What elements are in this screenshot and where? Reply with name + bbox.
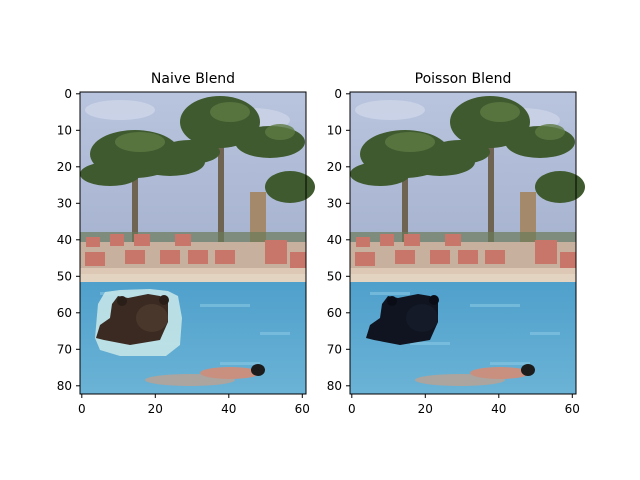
y-tick-label: 20: [327, 160, 342, 174]
x-tick-label: 0: [348, 402, 356, 416]
y-tick-label: 80: [327, 379, 342, 393]
x-tick-label: 20: [418, 402, 433, 416]
y-tick-label: 10: [327, 124, 342, 138]
y-tick-label: 20: [57, 160, 72, 174]
y-tick-label: 70: [327, 343, 342, 357]
x-tick-label: 60: [295, 402, 310, 416]
y-tick-label: 80: [57, 379, 72, 393]
y-axis-ticks: 0 10 20 30 40 50 60 70 80: [327, 87, 350, 393]
panel-naive-blend: Naive Blend 0 20 40 60: [57, 71, 315, 416]
x-tick-label: 0: [78, 402, 86, 416]
y-axis-ticks: 0 10 20 30 40 50 60 70 80: [57, 87, 80, 393]
x-tick-label: 20: [148, 402, 163, 416]
y-tick-label: 30: [327, 197, 342, 211]
x-tick-label: 40: [221, 402, 236, 416]
y-tick-label: 40: [327, 233, 342, 247]
poisson-blend-image: [350, 92, 585, 394]
y-tick-label: 30: [57, 197, 72, 211]
y-tick-label: 60: [57, 306, 72, 320]
y-tick-label: 50: [327, 270, 342, 284]
panel-poisson-blend: Poisson Blend 0 20 40 60: [327, 71, 585, 416]
x-axis-ticks: 0 20 40 60: [348, 394, 580, 416]
x-axis-ticks: 0 20 40 60: [78, 394, 310, 416]
y-tick-label: 50: [57, 270, 72, 284]
y-tick-label: 10: [57, 124, 72, 138]
y-tick-label: 40: [57, 233, 72, 247]
y-tick-label: 0: [334, 87, 342, 101]
x-tick-label: 60: [565, 402, 580, 416]
y-tick-label: 70: [57, 343, 72, 357]
y-tick-label: 60: [327, 306, 342, 320]
panel-title: Naive Blend: [151, 71, 235, 87]
y-tick-label: 0: [64, 87, 72, 101]
naive-blend-image: [80, 92, 315, 394]
x-tick-label: 40: [491, 402, 506, 416]
panel-title: Poisson Blend: [415, 71, 512, 87]
